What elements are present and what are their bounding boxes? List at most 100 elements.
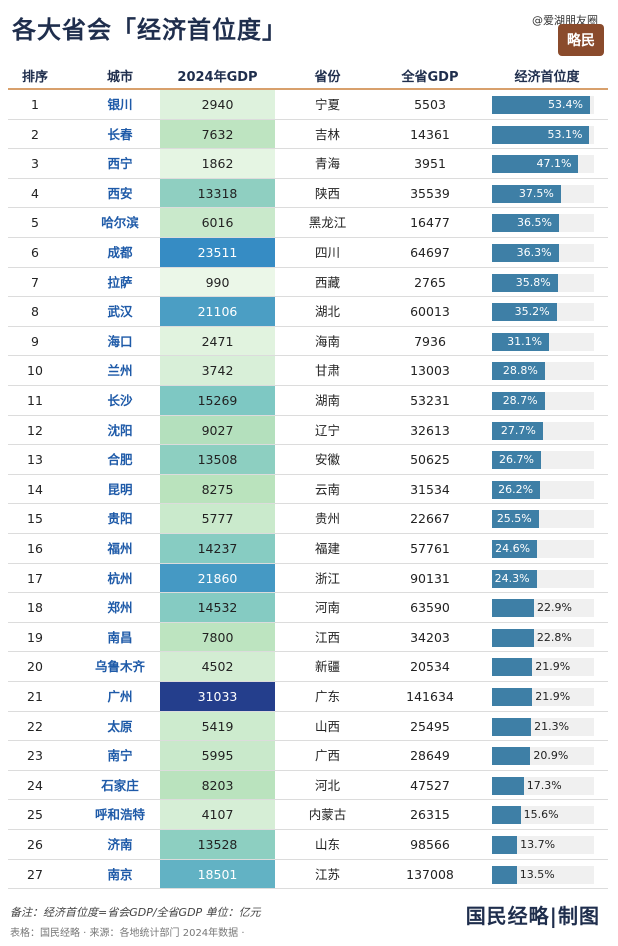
- primacy-bar: [492, 628, 534, 647]
- province-cell: 吉林: [314, 126, 340, 142]
- province-cell: 海南: [314, 333, 340, 349]
- province-gdp-cell: 53231: [410, 393, 450, 408]
- page-title: 各大省会「经济首位度」: [12, 16, 287, 44]
- province-cell: 浙江: [314, 570, 340, 586]
- table-row: 5 哈尔滨 6016 黑龙江 16477 36.5%: [0, 208, 618, 238]
- city-cell: 昆明: [107, 481, 133, 497]
- primacy-bar-track: [492, 688, 594, 706]
- table-row: 22 太原 5419 山西 25495 21.3%: [0, 711, 618, 742]
- province-cell: 贵州: [314, 511, 340, 527]
- table-row: 10 兰州 3742 甘肃 13003 28.8%: [0, 356, 618, 386]
- rank-cell: 7: [31, 274, 39, 290]
- rank-cell: 10: [27, 363, 43, 379]
- gdp-cell: 990: [160, 267, 275, 298]
- rank-cell: 23: [27, 748, 43, 764]
- table-row: 18 郑州 14532 河南 63590 22.9%: [0, 593, 618, 623]
- primacy-bar: [492, 540, 538, 558]
- table-row: 15 贵阳 5777 贵州 22667 25.5%: [0, 504, 618, 534]
- gdp-cell: 1862: [160, 149, 275, 179]
- province-cell: 西藏: [314, 274, 340, 290]
- primacy-label: 37.5%: [518, 186, 554, 200]
- city-cell: 南宁: [107, 748, 133, 764]
- primacy-bar: [492, 184, 561, 203]
- rank-cell: 4: [31, 185, 39, 201]
- city-cell: 广州: [107, 689, 133, 704]
- city-cell: 合肥: [107, 452, 133, 468]
- table-row: 21 广州 31033 广东 141634 21.9%: [0, 682, 618, 712]
- primacy-bar: [492, 717, 532, 736]
- rank-cell: 9: [31, 333, 39, 349]
- primacy-label: 21.3%: [534, 719, 570, 733]
- primacy-bar: [492, 688, 533, 706]
- city-cell: 长沙: [107, 393, 133, 408]
- province-cell: 山东: [314, 837, 340, 852]
- province-gdp-cell: 50625: [410, 452, 450, 468]
- row-divider: [8, 769, 608, 771]
- brand-mark: 国民经略|制图: [465, 904, 600, 928]
- province-gdp-cell: 31534: [410, 481, 450, 497]
- city-cell: 西安: [107, 185, 133, 201]
- rank-cell: 14: [27, 481, 43, 497]
- city-cell: 太原: [107, 718, 133, 734]
- table-row: 4 西安 13318 陕西 35539 37.5%: [0, 178, 618, 209]
- city-cell: 呼和浩特: [94, 807, 145, 823]
- primacy-label: 22.9%: [537, 601, 572, 615]
- province-gdp-cell: 90131: [410, 570, 450, 586]
- header-rule: [8, 88, 608, 90]
- rank-cell: 24: [27, 777, 43, 793]
- row-divider: [8, 503, 608, 505]
- primacy-label: 26.2%: [498, 482, 534, 496]
- table-row: 2 长春 7632 吉林 14361 53.1%: [0, 119, 618, 150]
- gdp-cell: 7632: [160, 119, 275, 150]
- gdp-cell: 4107: [160, 800, 275, 830]
- province-gdp-cell: 32613: [410, 422, 450, 438]
- rank-cell: 16: [27, 541, 43, 556]
- table-row: 26 济南 13528 山东 98566 13.7%: [0, 830, 618, 860]
- row-divider: [8, 355, 608, 357]
- rank-cell: 8: [31, 304, 39, 320]
- province-gdp-cell: 34203: [410, 629, 450, 645]
- primacy-label: 15.6%: [523, 808, 559, 822]
- rank-cell: 26: [27, 837, 43, 852]
- province-cell: 安徽: [314, 452, 340, 468]
- row-divider: [8, 148, 608, 150]
- primacy-bar-track: [492, 480, 594, 499]
- province-gdp-cell: 16477: [410, 215, 450, 231]
- table-row: 27 南京 18501 江苏 137008 13.5%: [0, 859, 618, 890]
- primacy-bar-track: [492, 747, 594, 766]
- province-gdp-cell: 28649: [410, 748, 450, 764]
- primacy-label: 21.9%: [535, 690, 571, 703]
- row-divider: [8, 799, 608, 801]
- primacy-bar-track: [492, 273, 594, 292]
- table-row: 1 银川 2940 宁夏 5503 53.4%: [0, 90, 618, 120]
- gdp-cell: 7800: [160, 622, 275, 653]
- city-cell: 拉萨: [107, 274, 133, 290]
- col-province-gdp: 全省GDP: [401, 70, 459, 85]
- table-row: 9 海口 2471 海南 7936 31.1%: [0, 326, 618, 357]
- primacy-bar: [492, 865, 517, 884]
- table-row: 13 合肥 13508 安徽 50625 26.7%: [0, 445, 618, 475]
- table-row: 24 石家庄 8203 河北 47527 17.3%: [0, 770, 618, 801]
- primacy-bar-track: [492, 628, 594, 647]
- province-gdp-cell: 14361: [410, 126, 450, 142]
- primacy-bar-track: [492, 362, 594, 381]
- rank-cell: 27: [27, 866, 43, 882]
- row-divider: [8, 651, 608, 653]
- primacy-bar: [492, 332, 550, 351]
- table-row: 17 杭州 21860 浙江 90131 24.3%: [0, 563, 618, 594]
- gdp-cell: 8275: [160, 474, 275, 505]
- source-watermark: @爱湖朋友圈: [532, 14, 598, 27]
- primacy-bar-track: [492, 244, 594, 262]
- primacy-bar: [492, 303, 557, 322]
- province-cell: 广西: [314, 748, 340, 764]
- primacy-bar-track: [492, 303, 594, 322]
- gdp-cell: 13318: [160, 178, 275, 209]
- col-province: 省份: [314, 70, 341, 85]
- gdp-cell: 9027: [160, 415, 275, 446]
- brand-logo: 略民: [558, 24, 604, 56]
- gdp-cell: 4502: [160, 652, 275, 682]
- rank-cell: 20: [27, 659, 43, 675]
- primacy-label: 53.1%: [547, 127, 583, 141]
- row-divider: [8, 325, 608, 327]
- province-gdp-cell: 5503: [414, 97, 446, 112]
